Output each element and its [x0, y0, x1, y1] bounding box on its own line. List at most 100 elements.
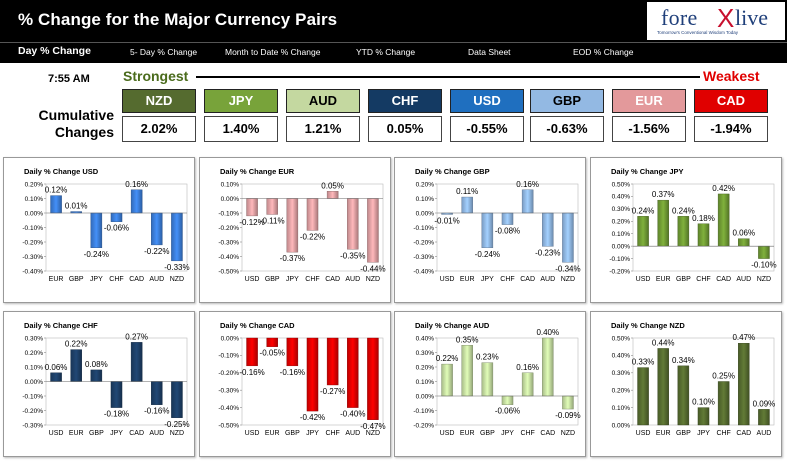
- category-label-cad: CAD: [129, 276, 144, 283]
- nav-day-change[interactable]: Day % Change: [18, 45, 91, 57]
- category-label-usd: USD: [636, 276, 651, 283]
- currency-code: NZD: [122, 89, 196, 113]
- nav-eod-change[interactable]: EOD % Change: [573, 47, 634, 57]
- category-label-cad: CAD: [736, 430, 751, 437]
- category-label-usd: USD: [440, 430, 455, 437]
- bar-jpy: [697, 407, 710, 426]
- currency-cumulative-value: 1.40%: [204, 116, 278, 142]
- bar-gbp: [286, 337, 299, 367]
- category-label-gbp: GBP: [480, 430, 495, 437]
- y-tick-label: -0.10%: [22, 225, 43, 232]
- category-label-nzd: NZD: [170, 276, 184, 283]
- data-label-nzd: -0.25%: [164, 420, 189, 429]
- data-label-cad: 0.42%: [712, 184, 735, 193]
- currency-cumulative-value: 0.05%: [368, 116, 442, 142]
- data-label-jpy: -0.24%: [475, 250, 500, 259]
- bar-chf: [306, 198, 319, 231]
- y-tick-label: 0.40%: [612, 194, 631, 201]
- category-label-aud: AUD: [149, 430, 164, 437]
- data-label-gbp: 0.24%: [672, 206, 695, 215]
- nav-ytd-change[interactable]: YTD % Change: [356, 47, 416, 57]
- data-label-chf: 0.18%: [692, 214, 715, 223]
- chart-svg: Daily % Change CHF 0.30% 0.20% 0.10% 0.00% -0…: [22, 321, 189, 437]
- y-tick-label: -0.30%: [218, 388, 239, 395]
- y-tick-label: -0.40%: [218, 254, 239, 261]
- bar-cad: [542, 337, 554, 397]
- nav-month-to-date-change[interactable]: Month to Date % Change: [225, 47, 321, 57]
- y-tick-label: 0.30%: [416, 350, 435, 357]
- category-label-cad: CAD: [325, 276, 340, 283]
- category-label-nzd: NZD: [561, 430, 575, 437]
- data-label-eur: 0.35%: [456, 335, 479, 344]
- y-tick-label: 0.40%: [416, 335, 435, 342]
- nav-5day-change[interactable]: 5- Day % Change: [130, 47, 198, 57]
- chart-title: Daily % Change USD: [24, 167, 99, 176]
- bar-gbp: [677, 216, 690, 247]
- bar-usd: [246, 337, 258, 367]
- currency-code: CAD: [694, 89, 768, 113]
- data-label-eur: 0.12%: [45, 186, 68, 195]
- y-tick-label: -0.20%: [218, 225, 239, 232]
- bar-aud: [758, 409, 770, 426]
- y-tick-label: 0.10%: [25, 364, 44, 371]
- data-label-eur: 0.37%: [652, 190, 675, 199]
- logo-brand-left: fore: [661, 5, 698, 30]
- data-label-gbp: -0.11%: [260, 216, 285, 225]
- forexlive-logo[interactable]: fore X live Tomorrow's Conventional Wisd…: [647, 2, 785, 40]
- data-label-aud: -0.16%: [144, 407, 169, 416]
- y-tick-label: 0.00%: [25, 210, 44, 217]
- data-label-usd: 0.22%: [436, 354, 459, 363]
- bar-gbp: [677, 365, 690, 426]
- chart-svg: Daily % Change AUD 0.40% 0.30% 0.20% 0.10% 0.…: [413, 321, 580, 437]
- chart-title: Daily % Change GBP: [415, 167, 490, 176]
- category-label-eur: EUR: [656, 430, 671, 437]
- chart-panel-7-7: Daily % Change NZD 0.50% 0.40% 0.30% 0.20% 0.…: [590, 311, 782, 457]
- category-label-jpy: JPY: [697, 430, 710, 437]
- y-tick-label: 0.00%: [612, 243, 631, 250]
- strongest-label: Strongest: [123, 68, 189, 84]
- data-label-eur: -0.05%: [260, 349, 285, 358]
- currency-box-chf: CHF 0.05%: [368, 89, 442, 142]
- y-tick-label: -0.20%: [218, 370, 239, 377]
- currency-cumulative-value: -0.63%: [530, 116, 604, 142]
- data-label-cad: 0.05%: [321, 181, 344, 190]
- nav-data-sheet[interactable]: Data Sheet: [468, 47, 511, 57]
- chart-panel-7-4: Daily % Change CHF 0.30% 0.20% 0.10% 0.00% -0…: [3, 311, 195, 457]
- category-label-gbp: GBP: [285, 430, 300, 437]
- category-label-jpy: JPY: [90, 276, 103, 283]
- category-label-cad: CAD: [540, 430, 555, 437]
- data-label-aud: -0.35%: [340, 251, 365, 260]
- data-label-nzd: -0.44%: [360, 264, 385, 273]
- y-tick-label: 0.20%: [25, 350, 44, 357]
- header-bar: % Change for the Major Currency Pairs fo…: [0, 0, 787, 42]
- bar-jpy: [306, 337, 319, 412]
- category-label-eur: EUR: [265, 430, 280, 437]
- y-tick-label: -0.10%: [218, 210, 239, 217]
- y-tick-label: -0.10%: [218, 353, 239, 360]
- category-label-usd: USD: [636, 430, 651, 437]
- y-tick-label: -0.20%: [609, 268, 630, 275]
- currency-box-usd: USD -0.55%: [450, 89, 524, 142]
- nav-bar: Day % Change 5- Day % Change Month to Da…: [0, 42, 787, 63]
- bar-cad: [521, 189, 534, 214]
- bar-chf: [521, 372, 534, 397]
- y-tick-label: -0.40%: [413, 268, 434, 275]
- bar-eur: [657, 348, 669, 426]
- bar-aud: [151, 212, 163, 246]
- chart-svg: Daily % Change CAD 0.00% -0.10% -0.20% -0.30…: [218, 321, 385, 437]
- y-tick-label: 0.20%: [612, 219, 631, 226]
- bar-jpy: [110, 381, 123, 408]
- data-label-cad: 0.16%: [516, 180, 539, 189]
- bar-aud: [347, 337, 359, 408]
- data-label-chf: -0.06%: [104, 224, 129, 233]
- currency-cumulative-value: -1.56%: [612, 116, 686, 142]
- bar-chf: [717, 381, 730, 426]
- bar-cad: [130, 189, 143, 214]
- logo-brand-right: live: [735, 5, 768, 30]
- y-tick-label: 0.00%: [612, 422, 631, 429]
- chart-svg: Daily % Change GBP0.20%0.10%0.00%-0.10%-…: [413, 167, 580, 283]
- data-label-usd: -0.16%: [239, 368, 264, 377]
- y-tick-label: 0.00%: [25, 379, 44, 386]
- bar-chf: [501, 212, 514, 225]
- bar-eur: [461, 345, 473, 397]
